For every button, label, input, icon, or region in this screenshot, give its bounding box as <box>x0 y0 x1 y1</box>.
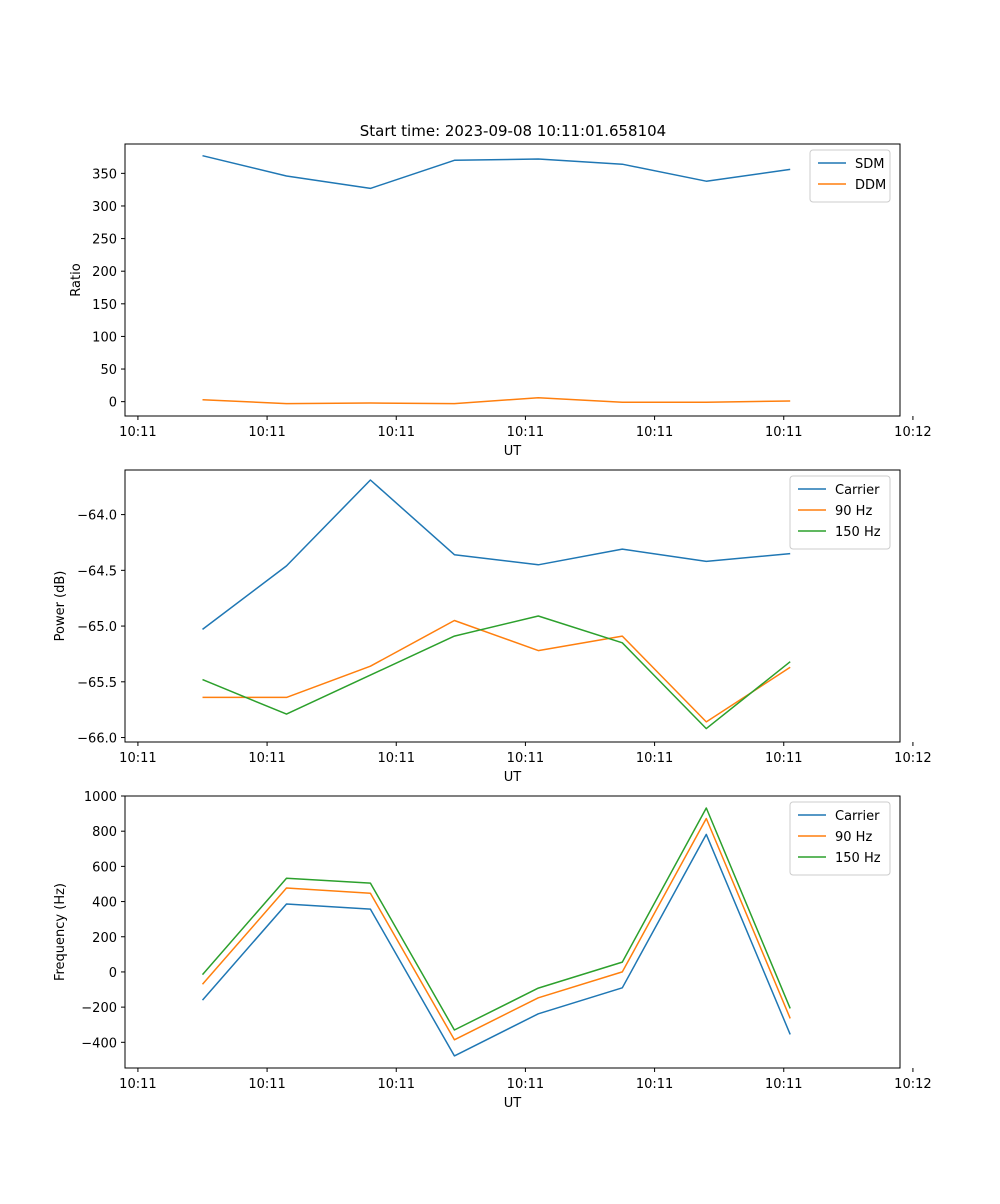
x-tick-label: 10:11 <box>248 425 285 440</box>
series-line-carrier <box>201 833 791 1057</box>
chart-title: Start time: 2023-09-08 10:11:01.658104 <box>360 122 666 140</box>
x-tick-label: 10:11 <box>636 751 673 766</box>
x-axis-label: UT <box>504 770 522 785</box>
axes-frame <box>124 795 901 1069</box>
x-tick-label: 10:11 <box>765 425 802 440</box>
x-tick-label: 10:11 <box>636 1077 673 1092</box>
y-tick-label: 200 <box>92 931 117 946</box>
y-tick-label: −200 <box>81 1001 117 1016</box>
x-tick-label: 10:11 <box>507 425 544 440</box>
series-line-sdm <box>202 154 791 190</box>
plot-panel-2: 10:11 10:11 10:11 10:11 10:11 10:11 10:12 −66.0… <box>53 469 932 785</box>
y-tick-label: 600 <box>92 860 117 875</box>
y-tick-label: −400 <box>81 1036 117 1051</box>
plot-panel-3: 10:11 10:11 10:11 10:11 10:11 10:11 10:12 −400 −… <box>53 790 932 1111</box>
x-axis-label: UT <box>504 1096 522 1111</box>
series-line-90-hz <box>201 817 791 1041</box>
y-tick-label: −65.0 <box>77 620 117 635</box>
x-tick-label: 10:11 <box>507 1077 544 1092</box>
axes-frame <box>124 469 901 743</box>
y-tick-label: 200 <box>92 265 117 280</box>
x-axis-label: UT <box>504 444 522 459</box>
x-tick-label: 10:11 <box>378 751 415 766</box>
y-tick-label: −64.0 <box>77 509 117 524</box>
x-tick-label: 10:11 <box>636 425 673 440</box>
y-tick-label: −64.5 <box>77 564 117 579</box>
x-tick-label: 10:11 <box>378 425 415 440</box>
plot-panel-1: 10:11 10:11 10:11 10:11 10:11 10:11 10:12 0 50 10… <box>69 143 932 459</box>
x-tick-label: 10:11 <box>248 1077 285 1092</box>
x-tick-label: 10:11 <box>119 1077 156 1092</box>
series-line-90-hz <box>202 619 791 723</box>
x-tick-label: 10:11 <box>119 425 156 440</box>
legend-label: 90 Hz <box>835 504 872 519</box>
y-tick-label: −66.0 <box>77 732 117 747</box>
legend-label: 90 Hz <box>835 830 872 845</box>
y-tick-label: 100 <box>92 330 117 345</box>
x-tick-label: 10:11 <box>765 751 802 766</box>
x-tick-label: 10:11 <box>765 1077 802 1092</box>
series-line-150-hz <box>201 807 791 1031</box>
y-axis-label: Power (dB) <box>53 571 68 642</box>
y-tick-label: 250 <box>92 233 117 248</box>
x-tick-label: 10:12 <box>894 751 931 766</box>
y-tick-label: 800 <box>92 825 117 840</box>
series-line-150-hz <box>202 615 791 730</box>
legend-label: Carrier <box>835 809 880 824</box>
y-tick-label: 0 <box>109 966 117 981</box>
y-axis-label: Ratio <box>69 263 84 296</box>
x-tick-label: 10:12 <box>894 1077 931 1092</box>
x-tick-label: 10:11 <box>507 751 544 766</box>
y-tick-label: 400 <box>92 896 117 911</box>
legend-label: 150 Hz <box>835 851 881 866</box>
legend-label: DDM <box>855 178 886 193</box>
y-tick-label: 50 <box>100 363 117 378</box>
y-tick-label: 1000 <box>84 790 117 805</box>
y-axis-label: Frequency (Hz) <box>53 883 68 981</box>
legend-label: 150 Hz <box>835 525 881 540</box>
x-tick-label: 10:11 <box>378 1077 415 1092</box>
y-tick-label: 300 <box>92 200 117 215</box>
y-tick-label: 350 <box>92 167 117 182</box>
axes-frame <box>124 143 901 417</box>
legend-label: SDM <box>855 157 884 172</box>
legend-label: Carrier <box>835 483 880 498</box>
y-tick-label: −65.5 <box>77 676 117 691</box>
series-line-carrier <box>202 479 791 630</box>
x-tick-label: 10:11 <box>248 751 285 766</box>
x-tick-label: 10:11 <box>119 751 156 766</box>
y-tick-label: 0 <box>109 396 117 411</box>
y-tick-label: 150 <box>92 298 117 313</box>
series-line-ddm <box>202 396 791 405</box>
x-tick-label: 10:12 <box>894 425 931 440</box>
